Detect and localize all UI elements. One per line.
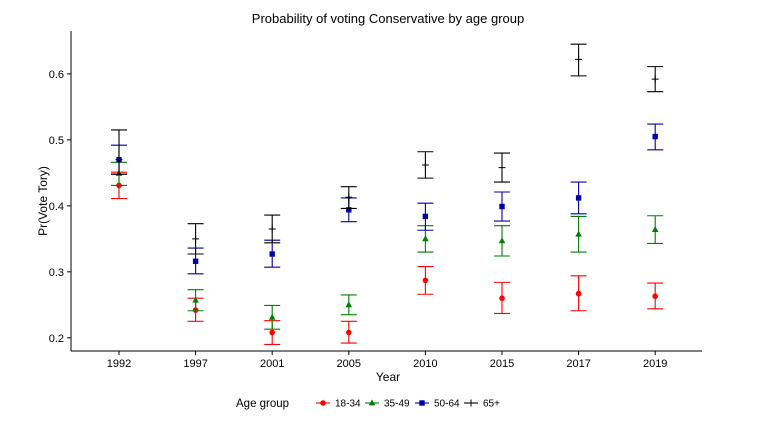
data-point: [268, 225, 276, 233]
x-axis-title: Year: [376, 370, 400, 384]
legend-key-marker: [368, 399, 376, 406]
data-point: [652, 293, 658, 300]
legend-label: 65+: [483, 399, 500, 410]
data-point: [192, 296, 199, 303]
y-axis-title: Pr(Vote Tory): [36, 166, 50, 236]
legend-label: 50-64: [434, 399, 460, 410]
series-65plus: [111, 43, 664, 255]
data-point: [652, 133, 658, 140]
data-point: [422, 213, 429, 220]
x-tick-label: 1992: [107, 358, 131, 370]
data-point: [499, 295, 505, 302]
y-tick-label: 0.2: [49, 333, 64, 345]
x-tick-label: 2001: [260, 358, 284, 370]
legend: Age group 18-34 35-49 50-64 65+: [236, 398, 500, 410]
data-point: [115, 156, 123, 164]
series-50-64: [111, 123, 664, 275]
y-tick-label: 0.5: [49, 135, 64, 147]
chart-title: Probability of voting Conservative by ag…: [252, 11, 524, 26]
data-point: [575, 55, 583, 63]
data-point: [422, 277, 429, 284]
x-tick-label: 2017: [566, 358, 590, 370]
x-tick-label: 2005: [337, 358, 361, 370]
legend-label: 18-34: [335, 399, 361, 410]
data-point: [345, 193, 353, 201]
data-point: [575, 195, 582, 201]
data-point: [346, 207, 352, 213]
plot-area: 0.2 0.3 0.4 0.5 0.6 1992 1997 2001 2005 2010 2015 2…: [49, 31, 702, 370]
legend-label: 35-49: [384, 399, 410, 410]
data-point: [345, 301, 353, 308]
data-point: [498, 237, 506, 244]
x-tick-label: 2015: [490, 358, 514, 370]
legend-title: Age group: [236, 398, 289, 410]
legend-key-marker: [467, 399, 475, 407]
data-point: [499, 203, 505, 210]
x-tick-label: 1997: [183, 358, 207, 370]
data-point: [421, 161, 429, 169]
data-point: [575, 230, 582, 237]
x-tick-label: 2010: [413, 358, 437, 370]
series-35-49: [111, 161, 664, 330]
data-point: [651, 225, 659, 232]
y-tick-label: 0.4: [49, 201, 64, 213]
data-point: [268, 313, 276, 320]
data-point: [269, 329, 276, 336]
y-tick-label: 0.3: [49, 267, 64, 279]
data-point: [651, 75, 659, 83]
data-point: [269, 251, 275, 257]
data-point: [422, 235, 429, 242]
data-point: [192, 258, 199, 264]
error-bar: [111, 129, 127, 175]
y-tick-label: 0.6: [49, 69, 64, 81]
data-point: [192, 235, 200, 243]
data-point: [498, 164, 506, 172]
x-tick-label: 2019: [643, 358, 667, 370]
data-point: [346, 329, 352, 336]
data-point: [575, 290, 582, 297]
legend-key-marker: [419, 400, 425, 406]
legend-key-marker: [320, 400, 326, 406]
